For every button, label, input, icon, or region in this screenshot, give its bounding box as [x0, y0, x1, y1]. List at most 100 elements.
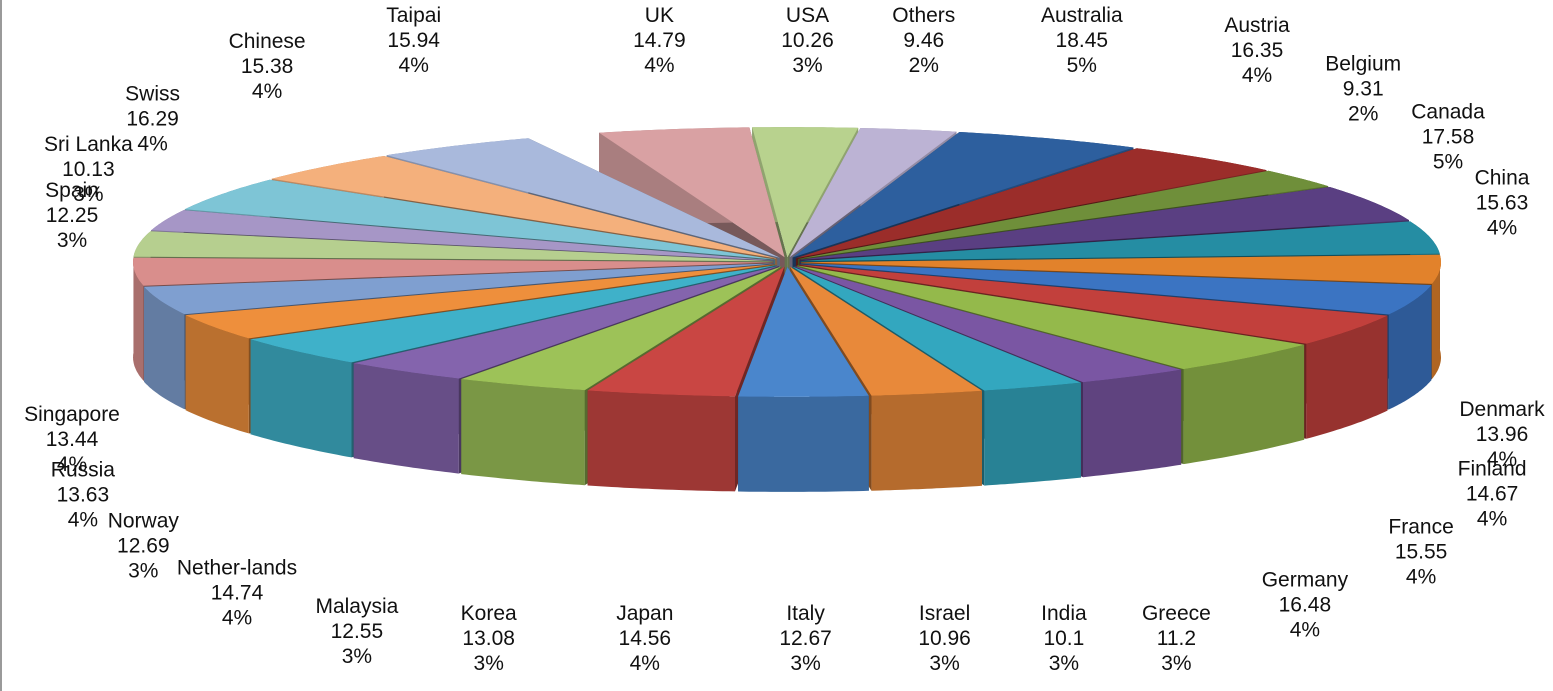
- slice-percent-germany: 4%: [1290, 619, 1320, 642]
- slice-percent-france: 4%: [1406, 566, 1436, 589]
- slice-label-uk: UK: [645, 4, 674, 27]
- slice-top: [738, 266, 869, 397]
- slice-wall: [1306, 315, 1388, 439]
- slice-label-china: China: [1475, 166, 1530, 189]
- slice-value-australia: 18.45: [1056, 29, 1109, 52]
- slice-label-finland: Finland: [1458, 457, 1527, 480]
- slice-value-russia: 13.63: [57, 484, 110, 507]
- slice-wall: [984, 382, 1081, 486]
- slice-wall: [185, 315, 249, 434]
- slice-top: [133, 257, 773, 286]
- slice-top: [799, 264, 1388, 344]
- slice-top: [800, 221, 1440, 262]
- slice-value-uk: 14.79: [633, 29, 686, 52]
- slice-top: [796, 265, 1305, 370]
- slice-value-norway: 12.69: [117, 535, 170, 558]
- slice-label-israel: Israel: [919, 602, 970, 625]
- slice-value-canada: 17.58: [1422, 125, 1475, 148]
- slice-wall: [250, 339, 352, 458]
- slice-top: [792, 266, 1081, 391]
- slice-value-usa: 10.26: [781, 29, 834, 52]
- slice-value-italy: 12.67: [779, 627, 832, 650]
- slice-percent-others: 2%: [909, 54, 939, 77]
- slice-value-japan: 14.56: [619, 627, 672, 650]
- slice-label-nether-lands: Nether-lands: [177, 557, 297, 580]
- slice-value-france: 15.55: [1395, 541, 1448, 564]
- pie-slice-italy: [738, 266, 869, 492]
- slice-wall: [1432, 254, 1441, 379]
- slice-value-malaysia: 12.55: [331, 620, 384, 643]
- slice-wall: [1183, 344, 1305, 465]
- slice-label-malaysia: Malaysia: [315, 595, 398, 618]
- slice-value-israel: 10.96: [918, 627, 971, 650]
- slice-value-chinese: 15.38: [241, 55, 294, 78]
- slice-top: [144, 263, 774, 315]
- slice-wall: [133, 257, 144, 381]
- slice-percent-norway: 3%: [128, 560, 158, 583]
- slice-top: [799, 187, 1409, 260]
- slice-value-others: 9.46: [903, 29, 944, 52]
- slice-percent-malaysia: 3%: [342, 645, 372, 668]
- slice-percent-greece: 3%: [1161, 652, 1191, 675]
- slice-percent-nether-lands: 4%: [222, 607, 252, 630]
- slice-value-taipai: 15.94: [387, 29, 440, 52]
- slice-percent-sri-lanka: 3%: [73, 183, 103, 206]
- slice-top: [790, 266, 982, 396]
- slice-percent-japan: 4%: [630, 652, 660, 675]
- slice-label-greece: Greece: [1142, 602, 1211, 625]
- slice-value-austria: 16.35: [1231, 39, 1284, 62]
- slice-wall: [587, 390, 735, 492]
- slice-value-singapore: 13.44: [46, 428, 99, 451]
- slice-percent-canada: 5%: [1433, 150, 1463, 173]
- slice-percent-italy: 3%: [790, 652, 820, 675]
- slice-percent-belgium: 2%: [1348, 103, 1378, 126]
- slice-percent-china: 4%: [1487, 216, 1517, 239]
- slice-top: [185, 264, 775, 339]
- slice-top: [587, 266, 785, 397]
- slice-percent-korea: 3%: [474, 652, 504, 675]
- slice-top: [386, 138, 780, 258]
- slice-top: [792, 132, 1134, 258]
- slice-value-belgium: 9.31: [1343, 78, 1384, 101]
- slice-label-japan: Japan: [616, 602, 673, 625]
- slice-top: [184, 179, 775, 260]
- slice-wall: [1083, 369, 1182, 478]
- slice-label-australia: Australia: [1041, 4, 1123, 27]
- slice-percent-finland: 4%: [1477, 507, 1507, 530]
- slice-value-india: 10.1: [1043, 627, 1084, 650]
- slice-wall: [738, 395, 869, 492]
- slice-top: [789, 128, 957, 258]
- slice-percent-russia: 4%: [68, 509, 98, 532]
- slice-top: [133, 231, 774, 262]
- slice-top: [752, 127, 859, 258]
- slice-value-china: 15.63: [1476, 191, 1529, 214]
- slice-percent-australia: 5%: [1067, 54, 1097, 77]
- slice-label-chinese: Chinese: [229, 30, 306, 53]
- slice-label-russia: Russia: [51, 459, 116, 482]
- slice-label-others: Others: [892, 4, 955, 27]
- slice-label-france: France: [1388, 516, 1453, 539]
- slice-value-germany: 16.48: [1279, 594, 1332, 617]
- slice-percent-usa: 3%: [792, 54, 822, 77]
- slice-label-usa: USA: [786, 4, 829, 27]
- slice-label-germany: Germany: [1262, 569, 1349, 592]
- slice-percent-taipai: 4%: [399, 54, 429, 77]
- slice-percent-singapore: 4%: [57, 453, 87, 476]
- slice-wall: [871, 390, 982, 491]
- slice-label-denmark: Denmark: [1459, 398, 1545, 421]
- slice-label-korea: Korea: [461, 602, 517, 625]
- slice-value-swiss: 16.29: [126, 108, 179, 131]
- slice-wall: [353, 363, 459, 474]
- slice-label-canada: Canada: [1411, 100, 1485, 123]
- slice-value-denmark: 13.96: [1476, 423, 1529, 446]
- slice-percent-swiss: 4%: [137, 133, 167, 156]
- slice-wall: [1388, 285, 1432, 410]
- slice-label-spain: Spain: [45, 179, 99, 202]
- slice-label-sri-lanka: Sri Lanka: [44, 133, 133, 156]
- slice-percent-spain: 3%: [57, 229, 87, 252]
- slice-value-nether-lands: 14.74: [211, 582, 264, 605]
- slice-percent-chinese: 4%: [252, 80, 282, 103]
- slice-value-greece: 11.2: [1157, 627, 1196, 650]
- slice-top: [353, 266, 779, 379]
